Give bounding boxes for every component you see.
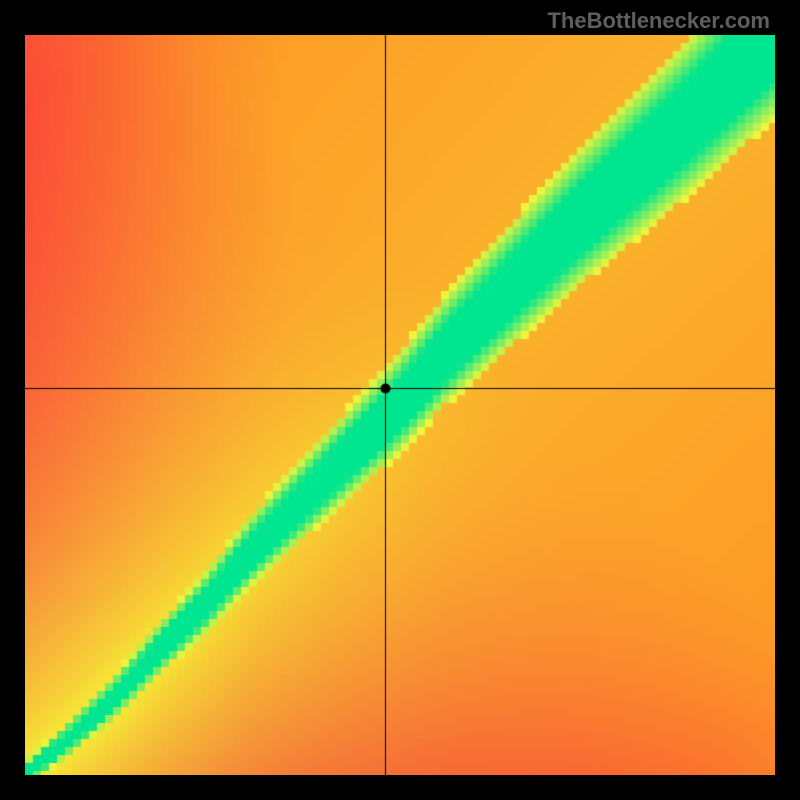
watermark-text: TheBottlenecker.com xyxy=(547,8,770,34)
plot-area xyxy=(25,35,775,775)
heatmap-canvas xyxy=(25,35,775,775)
